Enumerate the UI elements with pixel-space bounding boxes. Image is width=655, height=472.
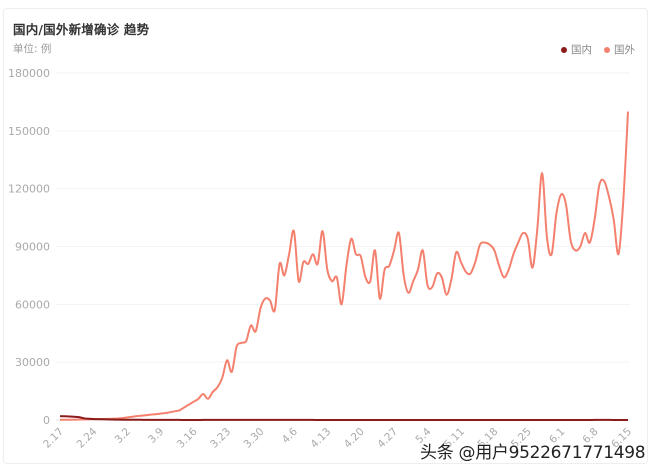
y-tick-label: 0 xyxy=(43,414,50,427)
unit-label: 单位: 例 xyxy=(13,43,52,55)
y-tick-label: 90000 xyxy=(15,241,50,254)
chart-card: 国内/国外新增确诊 趋势 单位: 例 国内 国外 xyxy=(3,8,648,464)
x-tick-label: 3.9 xyxy=(146,426,166,446)
legend-label: 国外 xyxy=(614,44,635,56)
legend-item-foreign[interactable]: 国外 xyxy=(604,42,635,57)
x-tick-label: 4.6 xyxy=(280,425,301,446)
y-tick-label: 30000 xyxy=(15,356,50,369)
legend-dot-icon xyxy=(561,46,567,53)
legend-label: 国内 xyxy=(571,44,592,56)
watermark: 头条 @用户9522671771498 xyxy=(420,443,646,463)
y-tick-label: 150000 xyxy=(8,125,50,138)
x-tick-label: 2.24 xyxy=(75,425,100,450)
legend-item-domestic[interactable]: 国内 xyxy=(561,42,592,57)
series-line-domestic[interactable] xyxy=(59,415,628,422)
x-tick-label: 3.2 xyxy=(113,426,133,446)
y-tick-label: 120000 xyxy=(8,183,50,196)
y-tick-label: 180000 xyxy=(8,67,50,80)
legend: 国内 国外 xyxy=(561,42,635,57)
x-tick-label: 4.20 xyxy=(342,426,367,451)
chart-title: 国内/国外新增确诊 趋势 xyxy=(13,22,150,37)
x-tick-label: 3.16 xyxy=(175,425,200,450)
x-tick-label: 4.27 xyxy=(375,426,400,451)
series-line-foreign[interactable] xyxy=(60,111,629,421)
x-tick-label: 2.17 xyxy=(41,426,66,451)
x-tick-label: 3.23 xyxy=(208,426,233,451)
y-tick-label: 60000 xyxy=(15,298,50,311)
x-tick-label: 4.13 xyxy=(308,426,333,451)
legend-dot-icon xyxy=(604,46,610,53)
x-tick-label: 3.30 xyxy=(242,426,267,451)
